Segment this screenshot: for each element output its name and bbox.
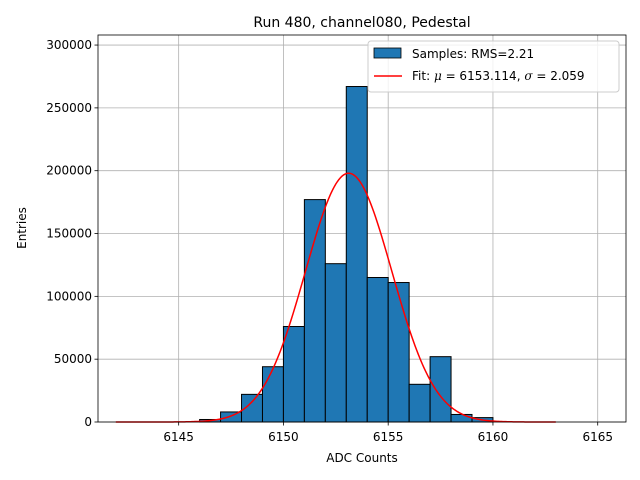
x-tick-label: 6165 <box>582 430 613 444</box>
legend: Samples: RMS=2.21 Fit: μ = 6153.114, σ =… <box>367 40 620 93</box>
histogram-bar <box>303 199 326 423</box>
histogram-bar <box>429 356 452 423</box>
y-axis-label: Entries <box>15 207 29 249</box>
histogram-bar <box>387 282 410 423</box>
histogram-bar <box>366 277 389 423</box>
legend-hist-label: Samples: RMS=2.21 <box>412 47 534 61</box>
y-tick-label: 100000 <box>46 289 92 303</box>
legend-hist-swatch <box>373 47 402 59</box>
y-tick-label: 250000 <box>46 101 92 115</box>
histogram-bars <box>199 86 494 423</box>
histogram-bar <box>408 383 431 423</box>
x-axis-ticks: 6145 6150 6155 6160 6165 <box>163 422 613 444</box>
x-tick-label: 6145 <box>163 430 194 444</box>
x-tick-label: 6150 <box>268 430 299 444</box>
histogram-bar <box>324 263 347 423</box>
x-tick-label: 6160 <box>478 430 509 444</box>
histogram-bar <box>261 366 284 423</box>
y-axis-ticks: 0 50000 100000 150000 200000 250000 300000 <box>46 38 98 429</box>
plot-frame <box>97 34 627 423</box>
legend-box <box>367 40 620 93</box>
y-tick-label: 200000 <box>46 164 92 178</box>
legend-fit-label: Fit: μ = 6153.114, σ = 2.059 <box>412 69 585 83</box>
y-tick-label: 300000 <box>46 38 92 52</box>
x-axis-label: ADC Counts <box>326 451 398 465</box>
y-tick-label: 150000 <box>46 227 92 241</box>
histogram-bar <box>282 326 305 423</box>
histogram-bar <box>345 86 368 423</box>
y-tick-label: 50000 <box>54 352 92 366</box>
x-tick-label: 6155 <box>373 430 404 444</box>
y-tick-label: 0 <box>84 415 92 429</box>
histogram-bar <box>220 411 243 423</box>
histogram-bar <box>450 413 473 423</box>
chart-title: Run 480, channel080, Pedestal <box>253 15 470 31</box>
